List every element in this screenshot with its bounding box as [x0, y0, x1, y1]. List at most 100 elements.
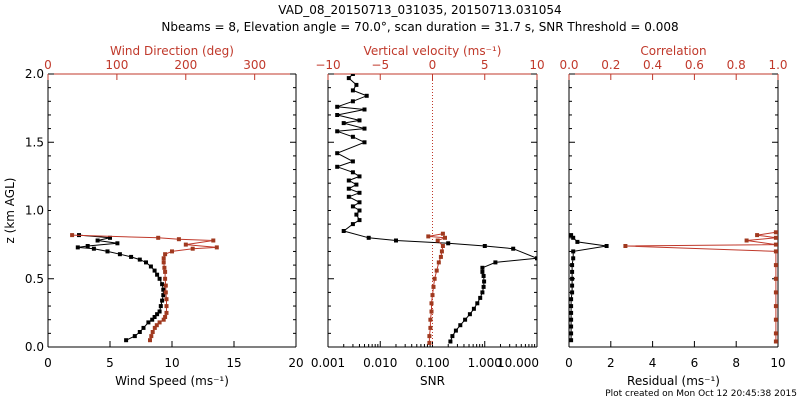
data-point [148, 338, 152, 343]
data-point [157, 320, 162, 325]
data-point [341, 121, 346, 126]
x-tick-label: 1.000 [468, 356, 502, 370]
data-point [161, 256, 166, 261]
y-tick-label: 1.5 [25, 135, 44, 149]
data-point [463, 317, 468, 322]
data-point [773, 249, 778, 254]
data-point [482, 279, 487, 284]
data-point [478, 295, 483, 300]
y-tick-label: 1.0 [25, 204, 44, 218]
top-tick-label: 0 [44, 58, 52, 72]
data-point [362, 126, 367, 131]
data-point [481, 284, 486, 289]
data-point [773, 304, 778, 309]
top-axis-label: Wind Direction (deg) [110, 44, 234, 58]
data-point [156, 235, 161, 240]
data-point [129, 254, 134, 259]
data-point [604, 244, 609, 248]
series-line [72, 234, 217, 341]
data-point [427, 340, 432, 345]
data-point [570, 283, 575, 288]
data-point [570, 263, 575, 268]
data-point [149, 334, 154, 339]
data-point [350, 74, 355, 76]
data-point [439, 249, 444, 254]
series-bottom [569, 233, 609, 343]
data-point [357, 218, 362, 223]
data-point [435, 238, 440, 243]
data-point [362, 140, 367, 145]
data-point [162, 265, 167, 270]
data-point [117, 252, 122, 257]
x-tick-label: 5 [106, 356, 114, 370]
series-top [70, 233, 219, 343]
series-bottom [75, 233, 166, 343]
data-point [164, 310, 169, 315]
data-point [440, 244, 445, 248]
data-point [453, 328, 458, 333]
data-point [362, 107, 367, 112]
data-point [350, 88, 355, 93]
data-point [70, 233, 75, 238]
footer-timestamp: Plot created on Mon Oct 12 20:45:38 2015 [605, 389, 797, 399]
data-point [158, 304, 163, 309]
series-line [625, 231, 777, 342]
data-point [480, 290, 485, 295]
y-tick-label: 0.0 [25, 340, 44, 354]
data-point [154, 323, 159, 328]
data-point [429, 301, 434, 306]
data-point [163, 252, 168, 257]
x-tick-label: 0 [44, 356, 52, 370]
panel-1: 0.0 0.5 1.0 1.5 2.0 z (km AGL) 0 5 10 15 20 Wind Sp… [3, 44, 304, 388]
data-point [152, 268, 157, 273]
data-point [773, 331, 778, 336]
data-point [366, 235, 371, 240]
top-tick-label: 0.4 [643, 58, 662, 72]
data-point [161, 317, 166, 322]
data-point [431, 284, 436, 289]
data-point [569, 297, 574, 302]
data-point [570, 290, 575, 295]
x-tick-label: 10 [770, 356, 785, 370]
data-point [773, 235, 778, 240]
data-point [571, 235, 576, 240]
panel-3: 0 2 4 6 8 10 Residual (ms⁻¹) 0.0 0.2 0.4 0.6 0.8 1.0… [559, 44, 787, 388]
data-point [569, 331, 574, 336]
data-point [475, 301, 480, 306]
data-point [773, 242, 778, 247]
data-point [163, 283, 168, 288]
top-tick-label: 1.0 [768, 58, 787, 72]
data-point [569, 338, 574, 343]
data-point [440, 231, 445, 236]
data-point [346, 186, 351, 191]
data-point [481, 274, 486, 278]
data-point [148, 264, 153, 269]
data-point [163, 276, 168, 281]
data-point [511, 246, 516, 251]
y-tick-label: 0.5 [25, 272, 44, 286]
x-tick-label: 20 [288, 356, 303, 370]
data-point [75, 245, 80, 250]
data-point [163, 290, 168, 295]
x-tick-label: 2 [607, 356, 615, 370]
data-point [569, 324, 574, 329]
top-tick-label: 0.8 [727, 58, 746, 72]
x-axis-label: SNR [420, 374, 445, 388]
data-point [493, 260, 498, 265]
figure-title-line2: Nbeams = 8, Elevation angle = 70.0°, sca… [161, 20, 678, 34]
data-point [467, 312, 472, 317]
data-point [471, 306, 476, 311]
data-point [429, 309, 434, 314]
data-point [108, 235, 112, 240]
data-point [427, 334, 432, 339]
data-point [160, 282, 165, 287]
data-point [773, 230, 778, 235]
series-top [623, 230, 778, 344]
data-point [350, 159, 355, 164]
data-point [155, 312, 160, 317]
data-point [137, 330, 142, 334]
data-point [157, 276, 162, 281]
data-point [575, 239, 580, 244]
data-point [190, 246, 195, 251]
